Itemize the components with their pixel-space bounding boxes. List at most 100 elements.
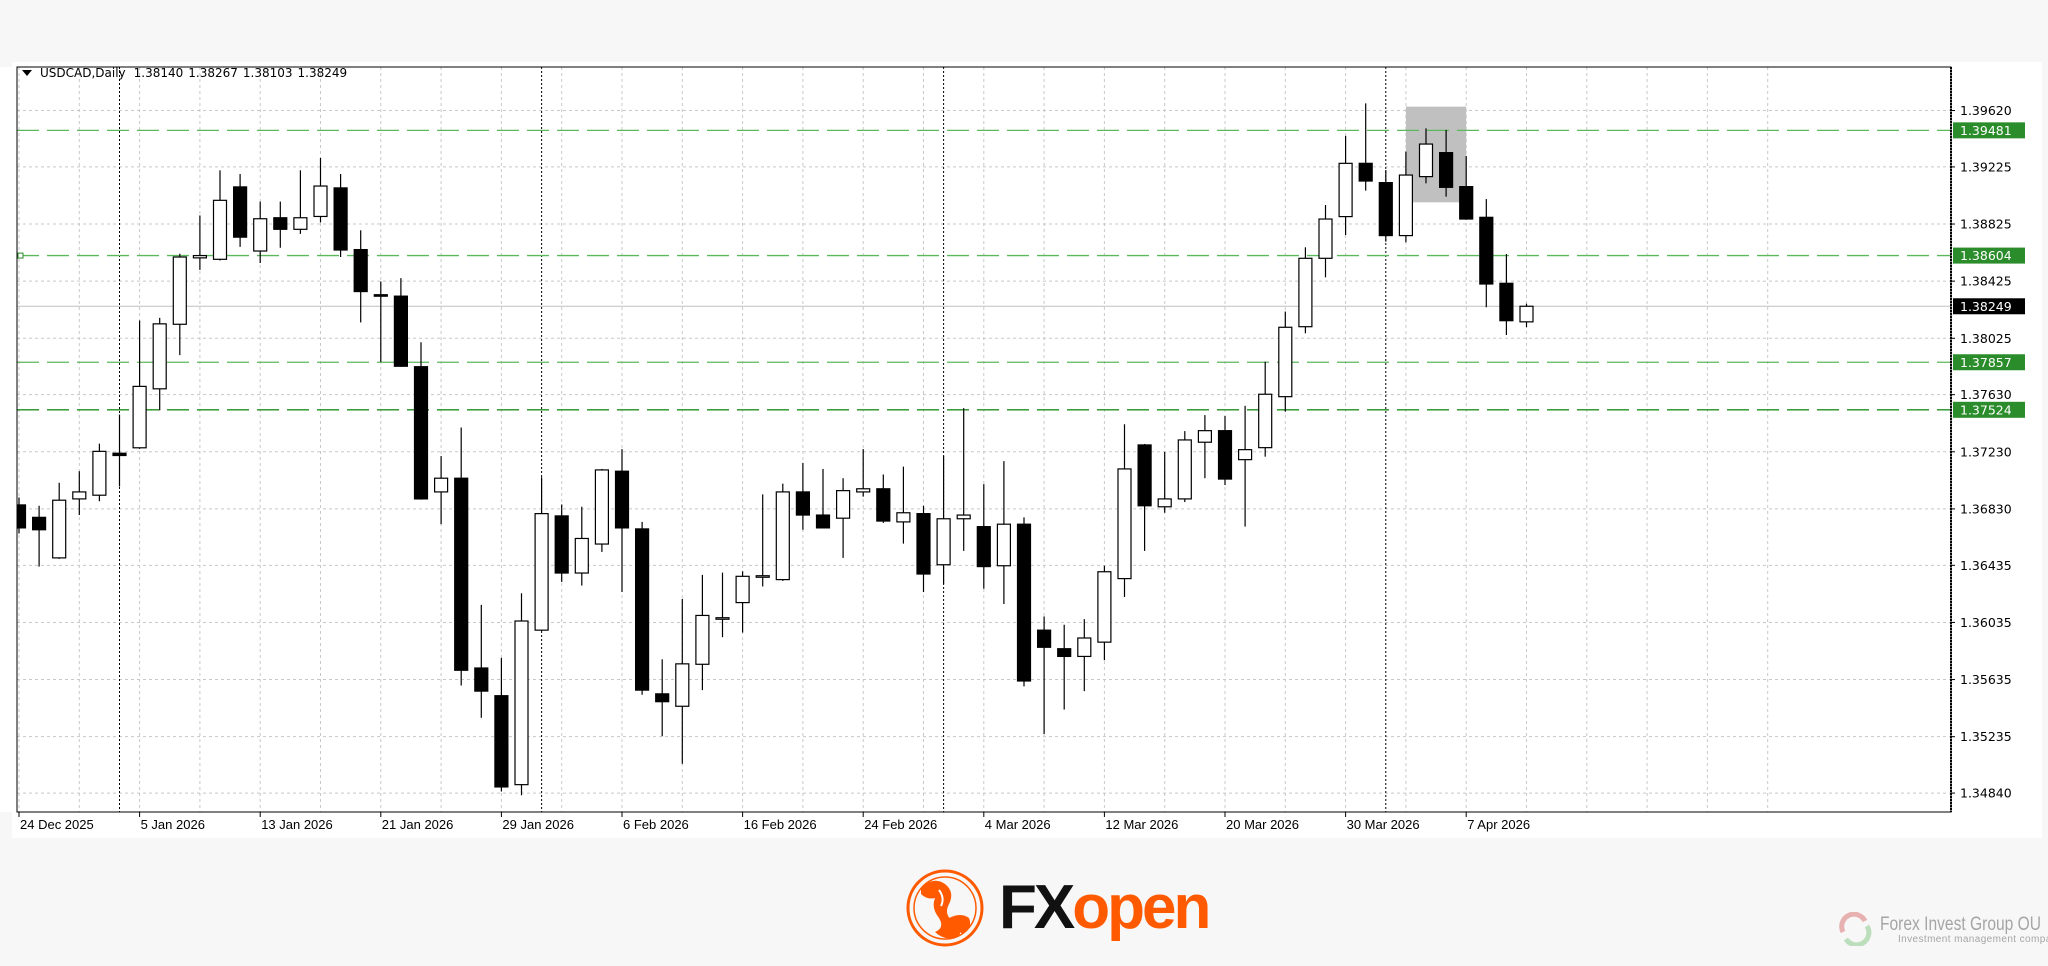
candle-bullish <box>1338 162 1353 218</box>
level-price-label: 1.37857 <box>1960 355 2012 370</box>
candle-bullish <box>1278 326 1293 398</box>
candle-bearish <box>393 295 408 367</box>
ohlc-close: 1.38249 <box>297 66 348 80</box>
candle-bullish <box>1398 174 1414 237</box>
candle-bullish <box>1117 468 1132 580</box>
candle-bearish <box>1217 430 1233 480</box>
candle-bullish <box>896 512 911 523</box>
candle-bearish <box>373 294 388 297</box>
ohlc-high: 1.38267 <box>188 66 238 80</box>
candle-bearish <box>1438 152 1454 188</box>
candle-bearish <box>815 514 831 529</box>
candle-bearish <box>474 667 489 692</box>
brand-fx: FX <box>999 873 1075 942</box>
candle-bearish <box>1479 216 1494 285</box>
price-axis-label: 1.38425 <box>1960 274 2012 289</box>
dropdown-triangle-icon[interactable] <box>22 70 32 76</box>
candle-bullish <box>1077 637 1092 658</box>
level-price-label: 1.39481 <box>1960 123 2012 138</box>
left-margin <box>0 67 17 812</box>
candle-bearish <box>454 477 469 671</box>
level-price-tag <box>1953 247 2025 264</box>
watermark-ring-icon <box>1839 912 1872 946</box>
candle-bullish <box>1237 449 1253 461</box>
candle-bullish <box>253 218 268 252</box>
candle-bullish <box>132 385 147 449</box>
candle-bearish <box>1057 648 1072 658</box>
candle-bullish <box>675 663 690 707</box>
level-price-label: 1.38604 <box>1960 248 2012 263</box>
date-axis-label: 30 Mar 2026 <box>1347 817 1420 832</box>
candle-bearish <box>976 526 991 568</box>
current-price-tag <box>1953 298 2025 315</box>
fxopen-logo: FXopen <box>905 868 1211 948</box>
price-axis-label: 1.36435 <box>1960 558 2012 573</box>
level-price-tag <box>1953 354 2025 371</box>
candle-bullish <box>72 491 87 500</box>
ohlc-low: 1.38103 <box>242 66 293 80</box>
brand-wordmark: FXopen <box>999 877 1211 939</box>
candle-bullish <box>1318 218 1333 259</box>
highlight-rectangle[interactable] <box>1405 106 1467 203</box>
candle-bullish <box>52 499 67 559</box>
brand-open: open <box>1072 873 1211 942</box>
candle-bullish <box>152 323 167 390</box>
date-axis-label: 20 Mar 2026 <box>1226 817 1299 832</box>
watermark-tagline: Investment management company <box>1898 933 2048 945</box>
date-axis-label: 7 Apr 2026 <box>1467 817 1530 832</box>
candle-bearish <box>494 695 509 788</box>
candle-bullish <box>514 620 529 786</box>
candle-bullish <box>996 523 1012 567</box>
candle-bullish <box>1177 439 1192 500</box>
price-axis-label: 1.34840 <box>1960 786 2012 801</box>
chart-header: USDCAD,Daily 1.38140 1.38267 1.38103 1.3… <box>22 66 347 80</box>
candle-bearish <box>1499 282 1514 322</box>
candle-bullish <box>1519 305 1534 323</box>
candle-bullish <box>192 254 207 259</box>
candle-bullish <box>313 185 328 218</box>
candle-bearish <box>31 516 47 531</box>
watermark-name: Forex Invest Group OU <box>1880 913 2042 935</box>
candle-bullish <box>434 477 449 493</box>
candle-bearish <box>795 491 811 516</box>
candle-bullish <box>715 617 730 620</box>
price-axis-label: 1.39225 <box>1960 159 2012 174</box>
candle-bearish <box>112 452 127 457</box>
candle-bullish <box>534 513 549 631</box>
date-axis-label: 4 Mar 2026 <box>985 817 1051 832</box>
candle-bullish <box>695 614 710 665</box>
level-anchor-handle[interactable] <box>17 252 24 259</box>
price-axis-label: 1.38025 <box>1960 331 2012 346</box>
date-axis-label: 21 Jan 2026 <box>382 817 454 832</box>
candle-bullish <box>212 199 228 260</box>
candle-bearish <box>1016 523 1032 682</box>
price-axis-label: 1.35235 <box>1960 729 2012 744</box>
candle-bearish <box>614 470 630 529</box>
candle-bearish <box>655 693 670 703</box>
date-axis-label: 13 Jan 2026 <box>261 817 333 832</box>
candle-bullish <box>1298 257 1313 328</box>
candle-bullish <box>574 537 589 574</box>
candle-bullish <box>735 575 750 604</box>
date-axis-label: 24 Dec 2025 <box>20 817 94 832</box>
price-axis-label: 1.36035 <box>1960 615 2012 630</box>
date-axis-label: 29 Jan 2026 <box>502 817 574 832</box>
candle-bearish <box>1358 162 1373 182</box>
price-axis-label: 1.37230 <box>1960 444 2012 459</box>
candle-bearish <box>876 488 891 522</box>
date-axis-label: 5 Jan 2026 <box>141 817 205 832</box>
level-price-tag <box>1953 122 2025 139</box>
symbol-label: USDCAD,Daily <box>40 66 126 80</box>
candle-bearish <box>1378 182 1393 237</box>
bull-logo-icon <box>906 869 984 947</box>
candle-bearish <box>233 186 248 238</box>
candle-bullish <box>936 518 951 566</box>
candle-bullish <box>856 488 871 493</box>
chart-panel <box>12 62 2042 838</box>
price-axis-label: 1.36830 <box>1960 501 2012 516</box>
candle-bullish <box>755 575 770 578</box>
price-axis-label: 1.35635 <box>1960 672 2012 687</box>
level-price-tag <box>1953 401 2025 418</box>
candle-bullish <box>293 217 308 230</box>
